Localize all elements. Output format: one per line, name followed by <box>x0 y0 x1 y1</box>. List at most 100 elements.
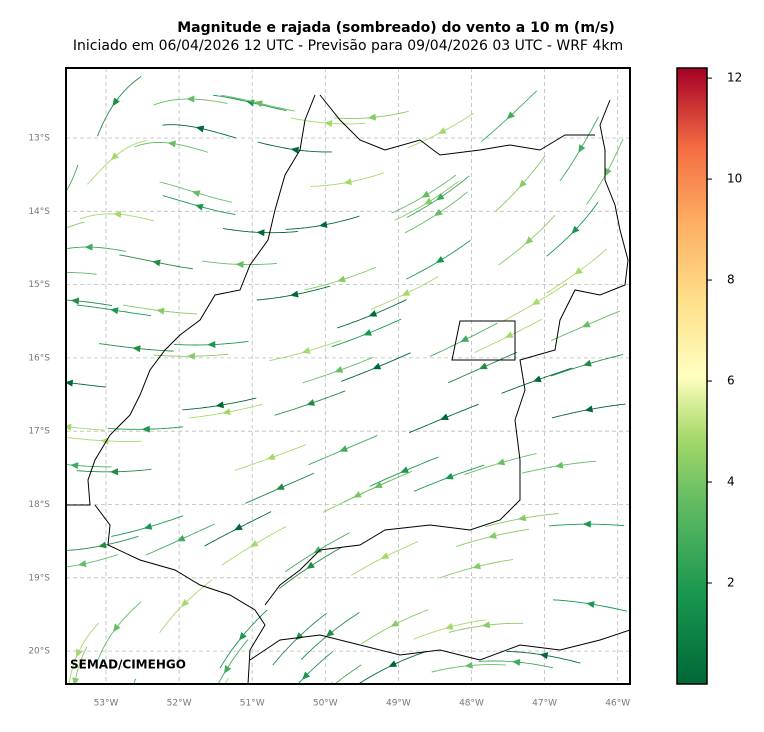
stream-arrow <box>110 307 119 315</box>
stream-arrow <box>186 352 195 360</box>
stream-arrow <box>249 540 259 548</box>
stream-arrow <box>181 598 190 608</box>
stream-arrow <box>112 97 120 107</box>
stream-arrow <box>152 259 161 267</box>
lat-label: 16°S <box>28 353 50 363</box>
stream-arrow <box>444 622 454 630</box>
colorbar-tick-label: 8 <box>727 273 735 287</box>
map-frame <box>65 67 631 685</box>
stream-arrow <box>224 665 232 674</box>
stream-arrow <box>167 140 176 148</box>
stream-arrow <box>401 289 411 296</box>
stream-arrow <box>472 562 481 570</box>
stream-arrow <box>98 541 107 549</box>
lat-label: 20°S <box>28 647 50 657</box>
stream-arrow <box>84 243 93 251</box>
subtitle: Iniciado em 06/04/2026 12 UTC - Previsão… <box>73 38 623 54</box>
stream-arrow <box>506 111 515 120</box>
credit: SEMAD/CIMEHGO <box>70 658 186 672</box>
title: Magnitude e rajada (sombreado) do vento … <box>177 20 615 36</box>
state-border <box>264 99 629 606</box>
streamline <box>133 678 137 684</box>
colorbar-tick-label: 12 <box>727 71 742 85</box>
stream-arrow <box>176 534 186 542</box>
stream-arrow <box>313 546 323 554</box>
stream-arrow <box>434 208 443 217</box>
stream-arrow <box>435 256 445 264</box>
stream-arrow <box>586 601 595 608</box>
streamline <box>66 119 67 123</box>
stream-arrow <box>266 453 276 460</box>
stream-arrow <box>113 623 121 633</box>
stream-arrow <box>77 560 87 567</box>
stream-arrow <box>604 167 612 177</box>
stream-arrow <box>306 399 316 406</box>
lon-label: 53°W <box>94 699 119 709</box>
lon-label: 52°W <box>167 699 192 709</box>
stream-arrow <box>110 152 119 161</box>
colorbar-tick-label: 10 <box>727 172 742 186</box>
stream-arrow <box>460 335 470 342</box>
lat-label: 15°S <box>28 280 50 290</box>
stream-arrow <box>276 483 285 490</box>
stream-arrow <box>194 203 204 211</box>
stream-arrow <box>207 340 216 348</box>
stream-arrow <box>481 621 491 629</box>
lon-label: 46°W <box>605 699 630 709</box>
stream-arrow <box>373 481 383 488</box>
stream-arrow <box>421 190 431 198</box>
stream-arrow <box>318 221 328 228</box>
stream-arrow <box>372 362 382 370</box>
boundaries <box>66 94 630 684</box>
stream-arrow <box>70 462 79 470</box>
stream-arrow <box>504 331 514 338</box>
lat-label: 18°S <box>28 500 50 510</box>
lat-label: 13°S <box>28 134 50 144</box>
stream-arrow <box>583 359 592 367</box>
state-border <box>249 629 630 661</box>
stream-arrow <box>496 458 506 466</box>
stream-arrow <box>306 561 315 570</box>
stream-arrow <box>141 425 150 433</box>
stream-arrow <box>334 366 344 373</box>
streamline <box>66 272 97 275</box>
stream-arrow <box>290 290 299 298</box>
stream-arrow <box>584 405 594 413</box>
stream-arrow <box>518 179 527 188</box>
lon-label: 47°W <box>532 699 557 709</box>
stream-arrow <box>195 125 205 133</box>
stream-arrow <box>66 379 74 387</box>
state-border <box>66 94 316 506</box>
stream-arrow <box>121 710 130 719</box>
stream-arrow <box>55 269 63 277</box>
stream-arrow <box>554 461 564 469</box>
stream-arrow <box>302 671 311 680</box>
axis-labels: 13°S 14°S 15°S 16°S 17°S 18°S 19°S 20°S 53°W 52°W… <box>28 134 630 709</box>
state-border <box>319 94 595 156</box>
streamline <box>334 664 362 684</box>
streamline <box>66 164 79 193</box>
stream-arrow <box>578 144 586 153</box>
stream-arrow <box>437 127 447 135</box>
stream-arrow <box>143 522 153 530</box>
streamlines <box>55 76 628 719</box>
lat-label: 14°S <box>28 207 50 217</box>
stream-arrow <box>191 190 201 198</box>
lat-label: 19°S <box>28 573 50 583</box>
stream-arrow <box>343 178 352 186</box>
stream-arrow <box>539 652 549 660</box>
colorbar-tick-label: 4 <box>727 475 735 489</box>
stream-arrow <box>390 619 400 627</box>
lon-label: 50°W <box>313 699 338 709</box>
stream-arrow <box>517 514 527 522</box>
stream-arrow <box>363 329 372 336</box>
stream-arrow <box>531 298 541 306</box>
map-area <box>66 68 630 684</box>
federal-district <box>451 320 516 361</box>
colorbar <box>676 67 708 685</box>
stream-arrow <box>444 472 454 480</box>
stream-arrow <box>435 193 445 201</box>
stream-arrow <box>254 100 263 108</box>
colorbar-tick-label: 6 <box>727 374 735 388</box>
stream-arrow <box>234 523 243 531</box>
